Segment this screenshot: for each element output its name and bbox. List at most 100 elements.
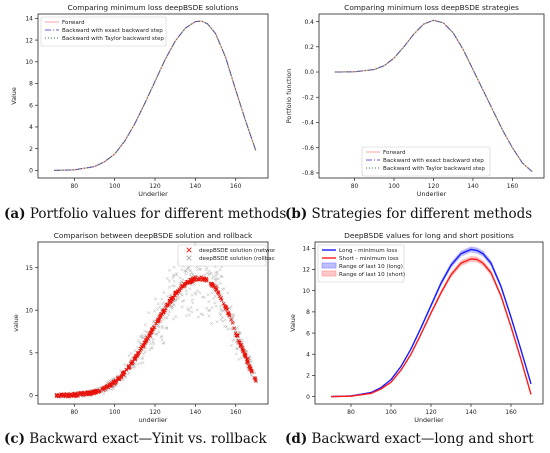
network-point [102,385,107,390]
rollback-point [139,361,143,365]
x-tick-label: 140 [190,409,202,416]
rollback-point [175,273,179,277]
y-tick-label: 10 [25,59,33,66]
rollback-point [172,279,176,283]
rollback-point [204,268,208,272]
rollback-point [217,277,220,281]
rollback-point [148,348,152,352]
rollback-point [172,273,175,277]
legend-label: Backward with Taylor backward step [383,166,485,172]
rollback-point [153,309,156,313]
rollback-point [140,357,144,361]
rollback-point [205,306,209,310]
y-tick-label: 8 [306,309,310,316]
network-point [121,370,126,375]
network-point [97,389,102,394]
network-point [88,390,93,395]
rollback-point [154,332,158,336]
rollback-point [213,277,217,281]
rollback-point [184,289,188,293]
network-point [164,306,168,311]
x-tick-label: 120 [428,183,440,190]
x-tick-label: 100 [109,409,121,416]
rollback-point [218,281,222,285]
network-point [143,341,148,345]
rollback-point [216,284,220,288]
x-tick-label: 80 [351,183,359,190]
rollback-point [127,354,131,358]
plot-area [54,20,257,172]
short-line [330,258,532,398]
network-point [236,338,241,343]
rollback-point [180,293,184,297]
rollback-point [231,313,235,316]
rollback-point [237,357,241,361]
network-point [188,279,193,284]
rollback-point [210,291,214,295]
network-point [141,344,146,348]
rollback-point [210,321,214,325]
portfolio-values-chart: Comparing minimum loss deepBSDE solution… [10,3,269,198]
rollback-point [198,267,202,271]
network-point [54,393,59,397]
rollback-point [155,307,159,311]
y-tick-label: 14 [302,246,310,253]
rollback-point [230,344,234,347]
rollback-point [221,316,224,320]
rollback-point [207,269,211,273]
rollback-point [167,268,171,272]
rollback-point [249,360,253,364]
network-point [229,317,233,322]
rollback-point [159,335,163,339]
x-tick-label: 160 [505,409,517,416]
y-tick-label: 0.4 [304,19,314,26]
rollback-point [231,339,235,343]
y-tick-label: 8 [29,81,33,88]
network-point [201,276,205,281]
x-tick-label: 140 [467,183,479,190]
rollback-point [171,276,175,280]
network-point [230,321,235,325]
network-point [170,296,174,301]
rollback-point [187,309,191,313]
y-tick-label: 2 [306,373,310,380]
rollback-point [234,352,238,356]
rollback-point [169,305,173,308]
legend-label: Backward with Taylor backward step [62,36,164,42]
network-point [239,343,244,347]
network-point [127,366,131,371]
rollback-point [157,325,161,329]
network-point [179,285,184,289]
rollback-point [201,313,205,317]
legend-box [177,244,267,267]
rollback-point [194,292,198,296]
rollback-point [238,331,242,335]
rollback-point [180,305,184,309]
strategies-chart: Comparing minimum loss deepBSDE strategi… [285,3,545,198]
network-point [247,364,252,369]
network-point [116,377,120,382]
rollback-point [123,363,127,367]
y-tick-label: 0 [306,394,310,401]
network-point [157,315,162,319]
network-point [204,277,209,282]
chart-panel-c: Comparison between deepBSDE solution and… [0,228,275,424]
network-point [92,390,97,395]
rollback-point [222,287,226,291]
legend-label: Short - minimum loss [339,256,399,262]
network-point [184,280,189,284]
rollback-point [219,304,222,308]
rollback-point [213,294,217,298]
plot-area [330,246,532,398]
network-point [139,346,144,351]
chart-title: Comparison between deepBSDE solution and… [54,231,253,240]
network-point [252,376,257,380]
network-point [222,303,227,308]
network-point [167,302,172,306]
rollback-point [155,332,159,336]
rollback-point [189,305,193,309]
rollback-point [184,272,188,276]
series-line-2 [54,20,257,171]
series-line-1 [334,19,533,173]
rollback-point [191,301,195,305]
